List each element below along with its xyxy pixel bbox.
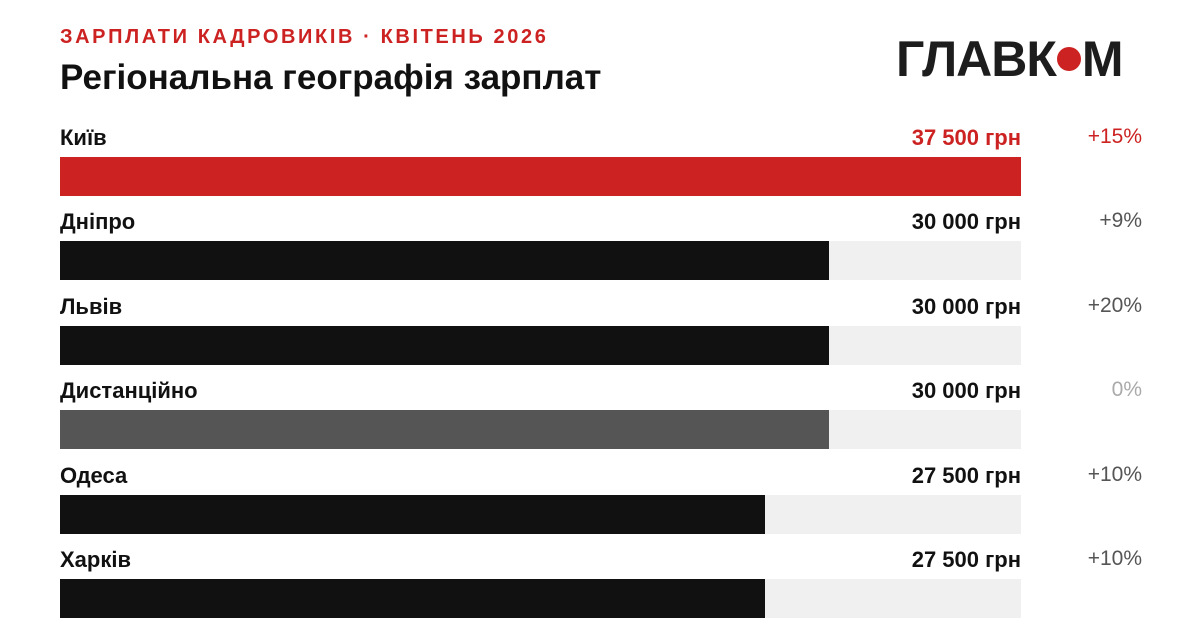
chart-title: Регіональна географія зарплат xyxy=(60,58,602,97)
bar xyxy=(60,157,1021,196)
change-label: 0% xyxy=(1111,378,1142,402)
chart-row: Львів 30 000 грн +20% xyxy=(60,294,1142,378)
change-label: +15% xyxy=(1087,125,1142,148)
chart-row: Дніпро 30 000 грн +9% xyxy=(60,209,1142,293)
row-label: Одеса xyxy=(60,462,128,488)
bar-track xyxy=(60,494,1021,534)
bar xyxy=(60,579,765,618)
chart-row: Харків 27 500 грн +10% xyxy=(60,547,1142,631)
chart-row: Одеса 27 500 грн +10% xyxy=(60,463,1142,547)
change-label: +9% xyxy=(1099,209,1142,233)
logo-text-start: ГЛАВК xyxy=(896,31,1057,87)
bar xyxy=(60,494,765,534)
chart-row: Київ 37 500 грн +15% xyxy=(60,125,1142,209)
change-label: +10% xyxy=(1087,462,1142,486)
bar-track xyxy=(60,410,1021,450)
value-label: 30 000 грн xyxy=(911,293,1021,319)
row-label: Дніпро xyxy=(60,209,136,235)
row-label: Київ xyxy=(60,125,107,150)
change-label: +20% xyxy=(1087,293,1142,317)
chart-row: Дистанційно 30 000 грн 0% xyxy=(60,378,1142,462)
value-label: 30 000 грн xyxy=(911,209,1021,235)
bar xyxy=(60,241,829,281)
glavkom-logo: ГЛАВК М xyxy=(896,31,1142,87)
value-label: 27 500 грн xyxy=(911,547,1021,572)
value-label: 37 500 грн xyxy=(911,125,1021,150)
row-label: Харків xyxy=(60,547,131,572)
row-label: Дистанційно xyxy=(60,378,198,404)
bar xyxy=(60,325,829,365)
change-label: +10% xyxy=(1087,547,1142,570)
logo-text-end: М xyxy=(1081,31,1124,87)
bar-track xyxy=(60,241,1021,281)
bar-track xyxy=(60,325,1021,365)
row-label: Львів xyxy=(60,293,123,319)
value-label: 27 500 грн xyxy=(911,462,1021,488)
bar-track xyxy=(60,157,1021,196)
chart-kicker: ЗАРПЛАТИ КАДРОВИКІВ · КВІТЕНЬ 2026 xyxy=(60,26,549,48)
logo-dot-icon xyxy=(1056,47,1081,71)
bar xyxy=(60,410,829,450)
bar-track xyxy=(60,579,1021,618)
value-label: 30 000 грн xyxy=(911,378,1021,404)
